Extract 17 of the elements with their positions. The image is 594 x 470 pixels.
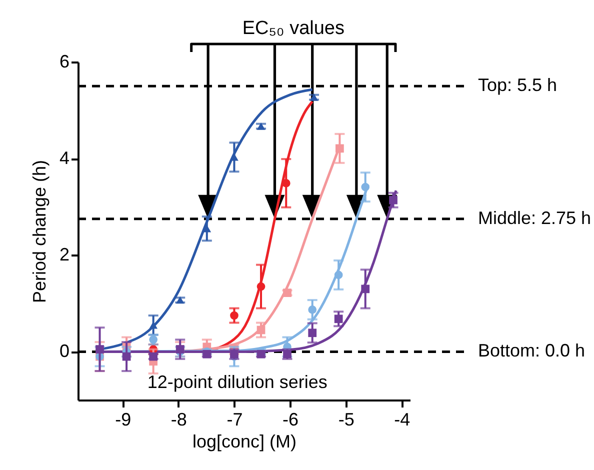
text: EC₅₀ values: [242, 18, 344, 39]
y-tick-label: 6: [59, 52, 70, 72]
y-tick-label: 4: [59, 148, 70, 168]
y-tick-label: 0: [59, 341, 70, 362]
ref-line-label: Top: 5.5 h: [478, 75, 558, 96]
x-tick-label: -5: [338, 410, 354, 430]
ref-line-label: Bottom: 0.0 h: [478, 340, 586, 361]
ref-line-label: Middle: 2.75 h: [478, 208, 592, 228]
x-tick-label: -6: [282, 410, 299, 430]
y-tick-label: 2: [59, 244, 70, 265]
annotation: 12-point dilution series: [147, 372, 328, 392]
x-tick-label: -9: [115, 410, 132, 430]
x-tick-label: -7: [226, 410, 243, 430]
y-axis-title: Period change (h): [29, 160, 50, 304]
x-axis-title: log[conc] (M): [192, 432, 297, 452]
x-tick-label: -8: [170, 410, 187, 430]
x-tick-label: -4: [394, 410, 410, 430]
